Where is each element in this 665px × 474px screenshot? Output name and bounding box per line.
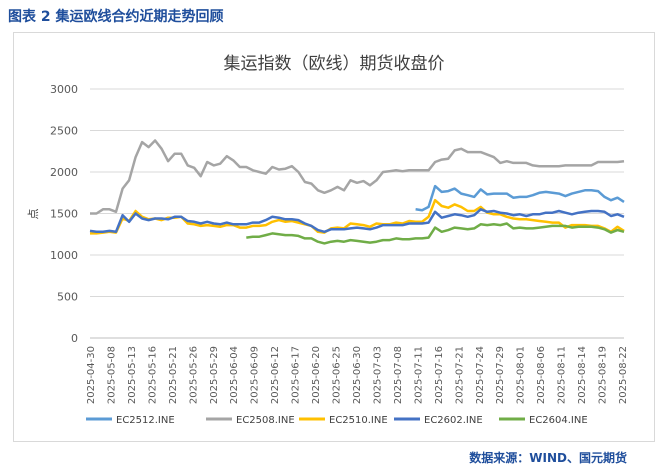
line-chart: 集运指数（欧线）期货收盘价 点 0 500 1000 1500 2000 2500 3000…	[27, 54, 629, 426]
x-tick-labels: 2025-04-30 2025-05-08 2025-05-13 2025-05-16…	[86, 346, 629, 404]
y-tick-label: 500	[57, 291, 78, 304]
legend: EC2512.INE EC2508.INE EC2510.INE EC2602.INE…	[86, 415, 588, 426]
x-tick-label: 2025-06-30	[352, 346, 363, 404]
series-line-ec2512-ine	[415, 184, 625, 212]
x-tick-label: 2025-05-08	[106, 346, 117, 404]
x-tick-label: 2025-05-26	[188, 346, 199, 404]
x-tick-label: 2025-07-08	[393, 346, 404, 404]
y-axis-label: 点	[27, 209, 40, 220]
legend-label: EC2508.INE	[236, 415, 295, 426]
x-tick-label: 2025-07-11	[413, 346, 424, 404]
y-tick-label: 1000	[50, 249, 78, 262]
legend-label: EC2510.INE	[329, 415, 388, 426]
x-tick-label: 2025-06-20	[311, 346, 322, 404]
series-line-ec2508-ine	[90, 139, 625, 215]
y-tick-labels: 0 500 1000 1500 2000 2500 3000	[50, 83, 78, 345]
x-tick-label: 2025-05-16	[147, 346, 158, 404]
y-tick-label: 2500	[50, 125, 78, 138]
x-tick-label: 2025-06-09	[250, 346, 261, 404]
x-tick-label: 2025-05-13	[127, 346, 138, 404]
y-tick-label: 2000	[50, 166, 78, 179]
x-tick-label: 2025-05-21	[168, 346, 179, 404]
legend-label: EC2602.INE	[424, 415, 483, 426]
y-tick-label: 3000	[50, 83, 78, 96]
x-tick-label: 2025-05-29	[209, 346, 220, 404]
series-lines	[89, 139, 625, 245]
x-tick-label: 2025-08-19	[598, 346, 609, 404]
x-tick-label: 2025-07-29	[495, 346, 506, 404]
x-tick-label: 2025-07-03	[372, 346, 383, 404]
x-tick-label: 2025-08-14	[577, 346, 588, 404]
y-tick-label: 1500	[50, 208, 78, 221]
x-tick-label: 2025-06-17	[291, 346, 302, 404]
legend-label: EC2512.INE	[116, 415, 175, 426]
x-tick-label: 2025-06-04	[229, 346, 240, 404]
gridlines	[90, 88, 624, 339]
x-tick-label: 2025-07-24	[475, 346, 486, 404]
x-tick-label: 2025-07-16	[434, 346, 445, 404]
data-source-note: 数据来源：WIND、国元期货	[469, 451, 627, 465]
x-tick-label: 2025-06-25	[332, 346, 343, 404]
x-tick-label: 2025-08-11	[557, 346, 568, 404]
x-tick-label: 2025-08-01	[516, 346, 527, 404]
legend-label: EC2604.INE	[529, 415, 588, 426]
y-tick-label: 0	[71, 332, 78, 345]
x-tick-label: 2025-06-12	[270, 346, 281, 404]
x-tick-label: 2025-04-30	[86, 346, 97, 404]
series-line-ec2602-ine	[89, 208, 625, 234]
x-tick-label: 2025-08-06	[536, 346, 547, 404]
figure-caption: 图表 2 集运欧线合约近期走势回顾	[8, 9, 224, 25]
chart-frame: 集运指数（欧线）期货收盘价 点 0 500 1000 1500 2000 2500 3000…	[13, 32, 655, 442]
chart-title: 集运指数（欧线）期货收盘价	[224, 54, 445, 74]
x-tick-label: 2025-08-22	[618, 346, 629, 404]
x-tick-label: 2025-07-21	[454, 346, 465, 404]
series-line-ec2604-ine	[246, 222, 625, 245]
